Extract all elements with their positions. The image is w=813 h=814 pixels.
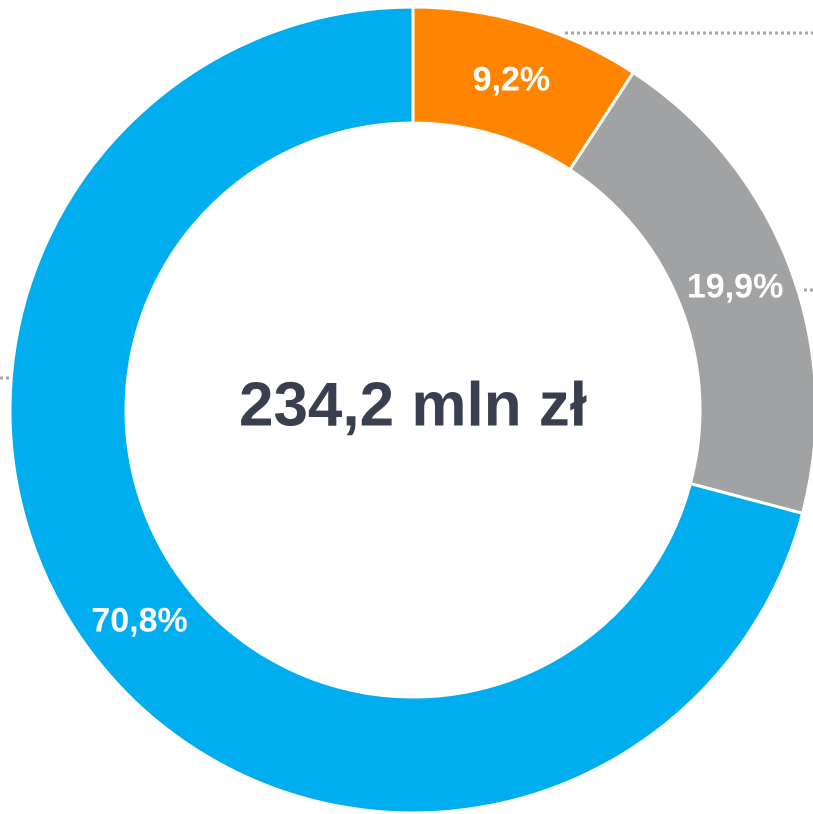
data-label: 70,8% [91, 601, 187, 639]
donut-slice [567, 70, 813, 516]
data-label: 19,9% [687, 267, 783, 305]
center-label: 234,2 mln zł [239, 371, 587, 440]
donut-slice [8, 5, 805, 814]
data-label: 9,2% [473, 60, 551, 98]
donut [8, 5, 813, 814]
